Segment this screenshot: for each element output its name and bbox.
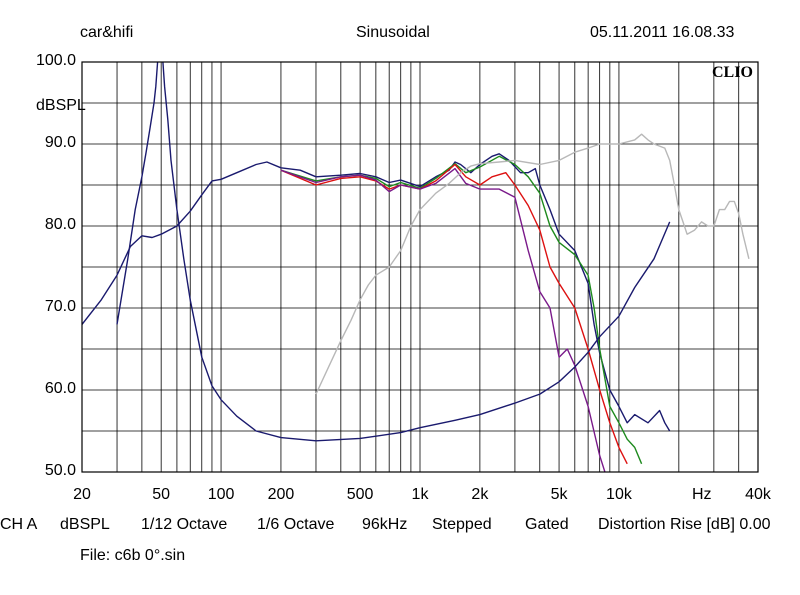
settings-item: CH A [0, 516, 38, 533]
header-center-label: Sinusoidal [356, 24, 430, 41]
y-tick-label: 70.0 [44, 298, 76, 315]
plot-frame [81, 61, 759, 473]
y-tick-label: 100.0 [35, 52, 76, 69]
header-timestamp: 05.11.2011 16.08.33 [590, 24, 735, 41]
file-name-label: File: c6b 0°.sin [80, 547, 186, 564]
x-tick-label: 5k [550, 486, 568, 503]
y-tick-label: 50.0 [44, 462, 76, 479]
header-left-label: car&hifi [80, 24, 134, 41]
series-line-3 [280, 163, 628, 465]
x-tick-label: 200 [267, 486, 295, 503]
series-line-2 [280, 155, 643, 465]
settings-item: 1/6 Octave [257, 516, 335, 533]
x-tick-label: 40k [745, 486, 771, 503]
x-axis-unit-label: Hz [692, 486, 712, 503]
x-tick-label: 50 [152, 486, 171, 503]
series-line-4 [280, 167, 606, 472]
grid-lines [82, 62, 759, 472]
settings-item: Distortion Rise [dB] 0.00 [598, 516, 771, 533]
y-tick-label: 80.0 [44, 216, 76, 233]
x-tick-label: 1k [411, 486, 429, 503]
y-tick-label: 90.0 [44, 134, 76, 151]
x-tick-label: 10k [606, 486, 632, 503]
y-tick-label: 60.0 [44, 380, 76, 397]
series-layer [82, 62, 750, 472]
settings-item: 96kHz [362, 516, 408, 533]
series-line-5 [315, 133, 750, 395]
series-line-6 [116, 62, 159, 325]
clio-brand-logo: CLIO [712, 64, 753, 81]
settings-item: Stepped [432, 516, 492, 533]
y-axis-unit-label: dBSPL [36, 97, 86, 114]
settings-item: Gated [525, 516, 569, 533]
settings-item: dBSPL [60, 516, 110, 533]
x-tick-label: 20 [73, 486, 91, 503]
x-tick-label: 100 [207, 486, 235, 503]
x-tick-label: 500 [346, 486, 374, 503]
series-line-7 [162, 62, 671, 442]
settings-item: 1/12 Octave [141, 516, 228, 533]
x-tick-label: 2k [471, 486, 489, 503]
